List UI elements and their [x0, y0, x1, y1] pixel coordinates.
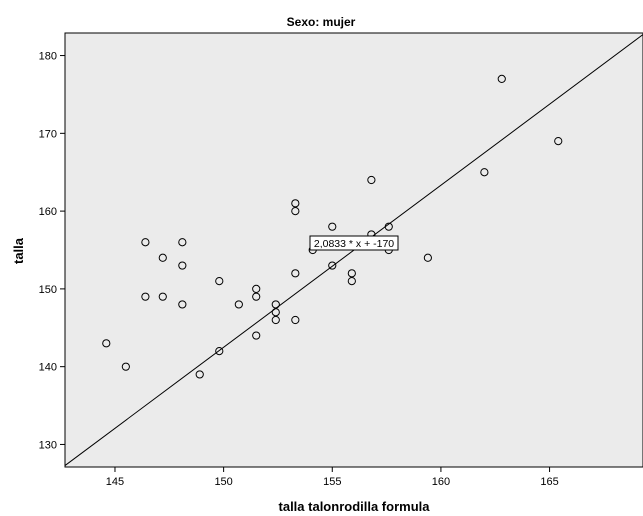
data-point [102, 339, 111, 348]
fit-equation-label: 2,0833 * x + -170 [314, 238, 394, 250]
x-tick-label: 150 [214, 476, 232, 488]
data-point [234, 300, 243, 309]
chart-title: Sexo: mujer [287, 15, 356, 29]
x-axis-label: talla talonrodilla formula [279, 499, 431, 514]
data-point [158, 292, 167, 301]
fit-annotation-box [309, 235, 399, 251]
data-point [271, 300, 280, 309]
data-point [423, 253, 432, 262]
data-point [328, 261, 337, 270]
data-point [141, 238, 150, 247]
y-tick-label: 130 [39, 439, 57, 451]
data-point [271, 315, 280, 325]
data-points [102, 74, 563, 379]
data-point [384, 222, 393, 231]
data-point [347, 277, 356, 286]
data-point [291, 199, 300, 208]
data-point [271, 308, 280, 317]
data-point [195, 370, 204, 379]
y-axis-label: talla [11, 237, 26, 264]
x-axis: 145 150 155 160 165 [106, 467, 559, 488]
data-point [554, 137, 563, 146]
y-tick-label: 170 [39, 128, 57, 140]
data-point [480, 168, 489, 177]
y-tick-label: 160 [39, 206, 57, 218]
data-point [252, 292, 261, 301]
data-point [215, 347, 224, 356]
y-tick-label: 140 [39, 362, 57, 374]
data-point [121, 362, 130, 371]
data-point [328, 222, 337, 231]
data-point [178, 261, 187, 270]
data-point [178, 300, 187, 309]
x-tick-label: 165 [540, 476, 558, 488]
data-point [291, 207, 300, 216]
x-tick-label: 160 [432, 476, 450, 488]
data-point [367, 175, 376, 185]
x-tick-label: 155 [323, 476, 341, 488]
data-point [215, 277, 224, 286]
data-point [291, 315, 300, 325]
data-point [291, 269, 300, 278]
data-point [252, 284, 261, 293]
y-tick-label: 150 [39, 284, 57, 296]
y-axis: 130 140 150 160 170 180 [39, 51, 65, 451]
data-point [497, 74, 506, 83]
y-tick-label: 180 [39, 51, 57, 63]
data-point [178, 238, 187, 247]
x-tick-label: 145 [106, 476, 124, 488]
data-point [347, 269, 356, 278]
data-point [141, 292, 150, 301]
data-point [252, 331, 261, 340]
data-point [158, 253, 167, 262]
fit-annotation: 2,0833 * x + -170 [309, 235, 399, 251]
